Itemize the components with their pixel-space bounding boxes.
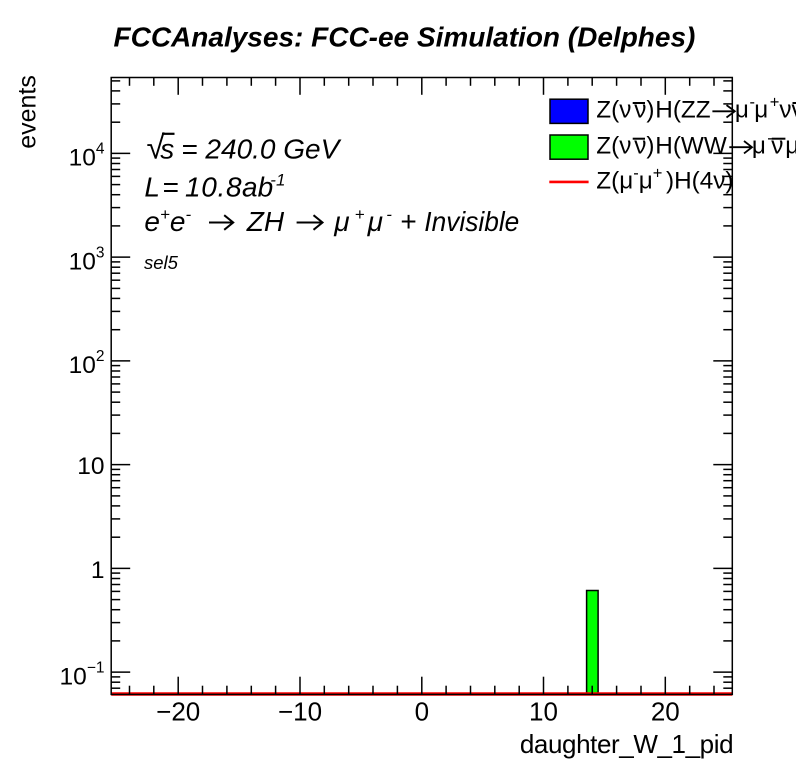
svg-text:−20: −20 bbox=[156, 697, 200, 727]
svg-text:√s= 240.0 GeV: √s = 240.0 GeV bbox=[147, 129, 342, 166]
svg-text:20: 20 bbox=[651, 697, 680, 727]
svg-text:FCCAnalyses: FCC-ee Simulation: FCCAnalyses: FCC-ee Simulation (Delphes) bbox=[114, 21, 696, 52]
svg-text:0: 0 bbox=[415, 697, 429, 727]
svg-text:Z(νν)H(ZZμ-μ+νν): Z(νν)H(ZZμ-μ+νν) bbox=[596, 94, 796, 124]
svg-text:events: events bbox=[14, 75, 42, 149]
svg-text:10: 10 bbox=[529, 697, 558, 727]
svg-text:daughter_W_1_pid: daughter_W_1_pid bbox=[520, 729, 733, 759]
svg-text:sel5: sel5 bbox=[144, 252, 179, 273]
svg-text:1: 1 bbox=[91, 557, 105, 584]
svg-text:L=10.8ab-1: L= 10.8ab-1 bbox=[144, 171, 285, 203]
svg-text:10: 10 bbox=[77, 453, 104, 480]
svg-text:−10: −10 bbox=[278, 697, 322, 727]
